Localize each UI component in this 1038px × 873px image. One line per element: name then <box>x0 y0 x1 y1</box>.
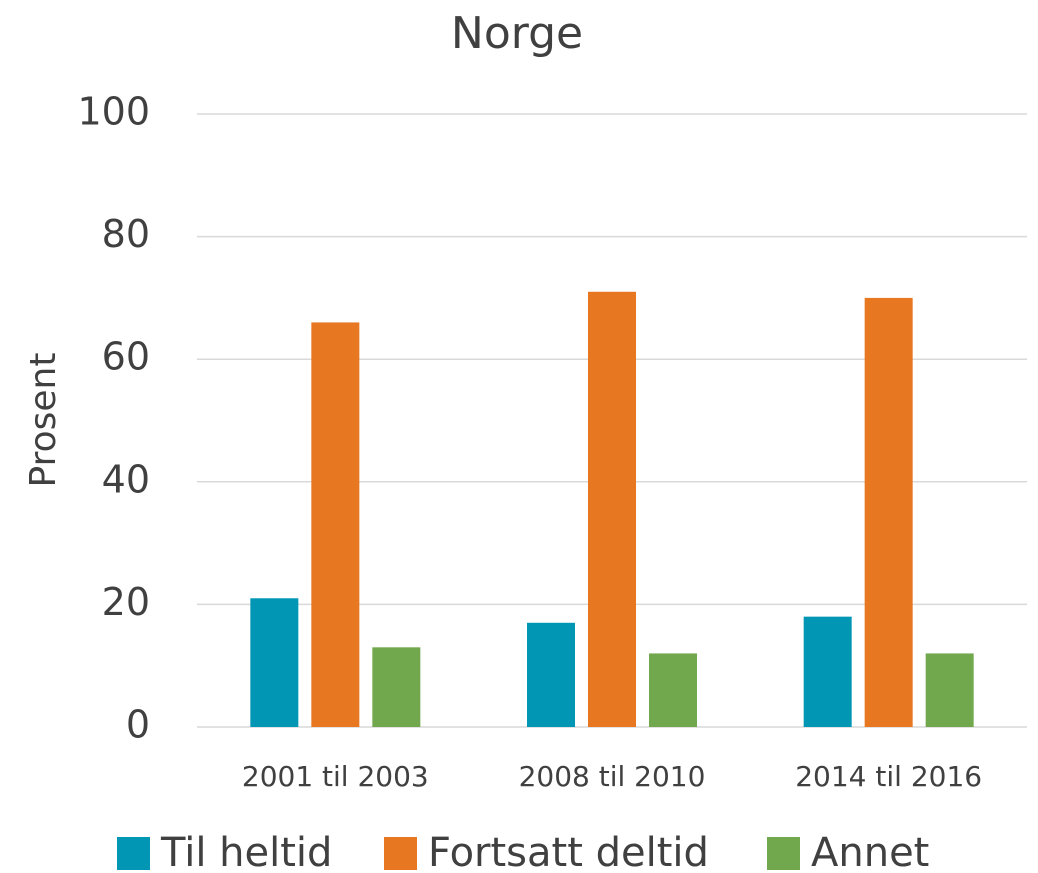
bar <box>803 616 852 727</box>
bar <box>372 647 421 727</box>
legend-swatch <box>117 837 150 870</box>
bar <box>311 322 360 727</box>
y-tick-label: 60 <box>102 335 150 379</box>
y-tick-label: 0 <box>126 703 150 747</box>
x-tick-label: 2001 til 2003 <box>242 760 429 793</box>
y-tick-label: 40 <box>102 457 150 501</box>
legend-label: Fortsatt deltid <box>428 830 709 873</box>
bar <box>588 291 636 727</box>
x-tick-label: 2008 til 2010 <box>519 760 706 793</box>
bar <box>649 653 697 727</box>
legend-label: Til heltid <box>160 830 332 873</box>
x-tick-label: 2014 til 2016 <box>795 760 982 793</box>
bar <box>527 622 575 727</box>
legend-label: Annet <box>811 830 929 873</box>
y-tick-label: 100 <box>77 90 150 134</box>
y-axis-label: Prosent <box>23 353 64 488</box>
legend-swatch <box>767 837 800 870</box>
chart-title: Norge <box>451 8 583 59</box>
legend-swatch <box>384 837 417 870</box>
bar <box>864 297 913 727</box>
bar <box>925 653 974 727</box>
y-tick-label: 80 <box>102 212 150 256</box>
bar <box>250 598 299 727</box>
y-tick-label: 20 <box>102 580 150 624</box>
